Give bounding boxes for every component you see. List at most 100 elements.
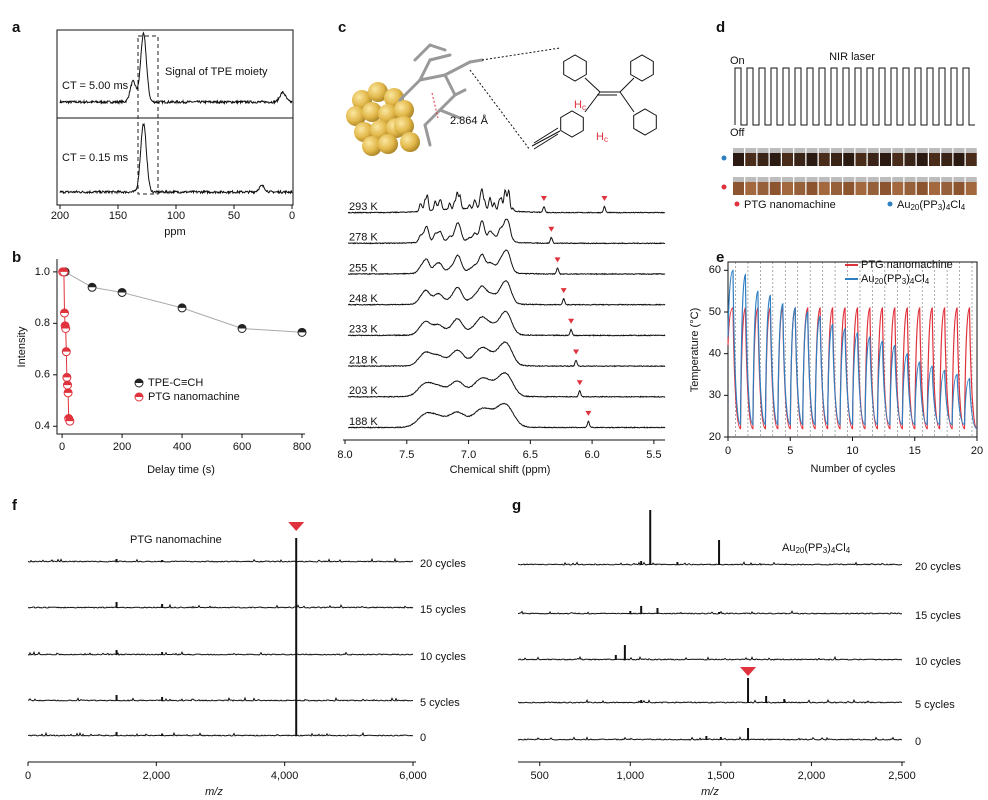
annotation: PTG nanomachine <box>130 534 222 546</box>
x-tick-label: 10 <box>846 445 858 457</box>
vial <box>733 153 744 166</box>
y-tick-label: 20 <box>709 431 721 443</box>
axes <box>56 259 305 435</box>
y-tick-label: 1.0 <box>35 266 50 278</box>
bond <box>398 78 422 102</box>
y-tick-label: 40 <box>709 348 721 360</box>
ring <box>560 110 584 138</box>
marker-half <box>118 288 127 293</box>
y-tick-label: 0.8 <box>35 317 50 329</box>
gold-atom <box>394 100 414 120</box>
x-tick-label: 0 <box>725 445 731 457</box>
vial-top <box>855 177 867 182</box>
x-tick-label: 7.5 <box>399 449 414 461</box>
vial <box>953 182 965 195</box>
bond <box>413 43 432 62</box>
annotation: Au20(PP3)4Cl4 <box>782 542 851 555</box>
x-axis-label: Chemical shift (ppm) <box>450 464 551 476</box>
marker-half <box>178 303 187 308</box>
vial-top <box>806 177 818 182</box>
title: NIR laser <box>829 51 875 63</box>
bond <box>453 88 467 97</box>
nmr-trace <box>347 188 666 214</box>
marker-half <box>59 267 68 272</box>
trace-label: 15 cycles <box>420 604 466 616</box>
x-tick-label: 4,000 <box>271 770 299 782</box>
ring <box>630 54 654 82</box>
vial-top <box>916 148 928 153</box>
trace-label: 233 K <box>349 324 378 336</box>
vial <box>782 182 793 195</box>
y-tick-label: 0.4 <box>35 420 50 432</box>
x-tick-label: 800 <box>293 441 311 453</box>
fit-curve <box>62 271 71 422</box>
vial-top <box>818 177 830 182</box>
peak-marker <box>288 522 305 531</box>
vial <box>916 153 928 166</box>
y-tick-label: 60 <box>709 264 721 276</box>
vial <box>892 182 904 195</box>
baseline <box>27 603 414 609</box>
vial-top <box>733 177 744 182</box>
spectrum <box>59 122 293 196</box>
trace-label: 188 K <box>349 416 378 428</box>
vial-top <box>892 177 904 182</box>
vial-top <box>904 177 916 182</box>
gold-atom <box>394 116 414 136</box>
bond <box>418 58 432 82</box>
vial <box>843 182 855 195</box>
baseline <box>517 736 902 741</box>
x-tick-label: 0 <box>59 441 65 453</box>
bond <box>438 93 457 112</box>
x-tick-label: 1,000 <box>617 770 645 782</box>
x-axis-label: m/z <box>205 786 223 798</box>
marker-half <box>238 324 247 329</box>
x-tick-label: 6.0 <box>584 449 599 461</box>
proton-label: Hc <box>574 99 586 112</box>
gold-atom <box>378 134 398 154</box>
legend-label: PTG nanomachine <box>148 391 240 403</box>
x-tick-label: 8.0 <box>337 449 352 461</box>
row-dot <box>721 184 727 190</box>
vial <box>867 182 879 195</box>
vial <box>904 182 916 195</box>
trace-label: 5 cycles <box>915 699 955 711</box>
vial-top <box>733 148 744 153</box>
vial-top <box>880 177 891 182</box>
nmr-trace <box>348 402 666 429</box>
vial <box>880 153 891 166</box>
y-axis-label: Temperature (°C) <box>689 308 701 392</box>
x-tick-label: 200 <box>113 441 131 453</box>
trace-label: 10 cycles <box>915 656 961 668</box>
peak-marker <box>548 226 555 232</box>
vial <box>904 153 916 166</box>
legend-label: Au20(PP3)4Cl4 <box>897 199 966 212</box>
proton-label: Hc <box>596 131 608 144</box>
y-tick-label: 50 <box>709 306 721 318</box>
marker-half <box>61 324 70 329</box>
state-label: On <box>730 55 745 67</box>
vial-top <box>965 177 977 182</box>
baseline <box>517 610 903 615</box>
vial <box>941 153 953 166</box>
gold-atom <box>368 82 388 102</box>
legend-label: Au20(PP3)4Cl4 <box>861 273 930 286</box>
baseline <box>27 650 414 656</box>
vial <box>831 153 842 166</box>
vial-top <box>929 148 940 153</box>
bond <box>428 53 452 62</box>
highlight-box <box>137 35 159 195</box>
y-axis-label: Intensity <box>16 326 28 367</box>
vial <box>757 153 769 166</box>
x-axis-label: m/z <box>701 786 719 798</box>
x-tick-label: 400 <box>173 441 191 453</box>
legend-label: TPE-C≡CH <box>148 377 203 389</box>
guide <box>481 47 561 61</box>
vial-top <box>843 177 855 182</box>
peak-marker <box>601 196 608 201</box>
trace-label: 293 K <box>349 201 378 213</box>
x-tick-label: 5 <box>787 445 793 457</box>
x-tick-label: 2,000 <box>143 770 171 782</box>
vial-top <box>831 148 842 153</box>
